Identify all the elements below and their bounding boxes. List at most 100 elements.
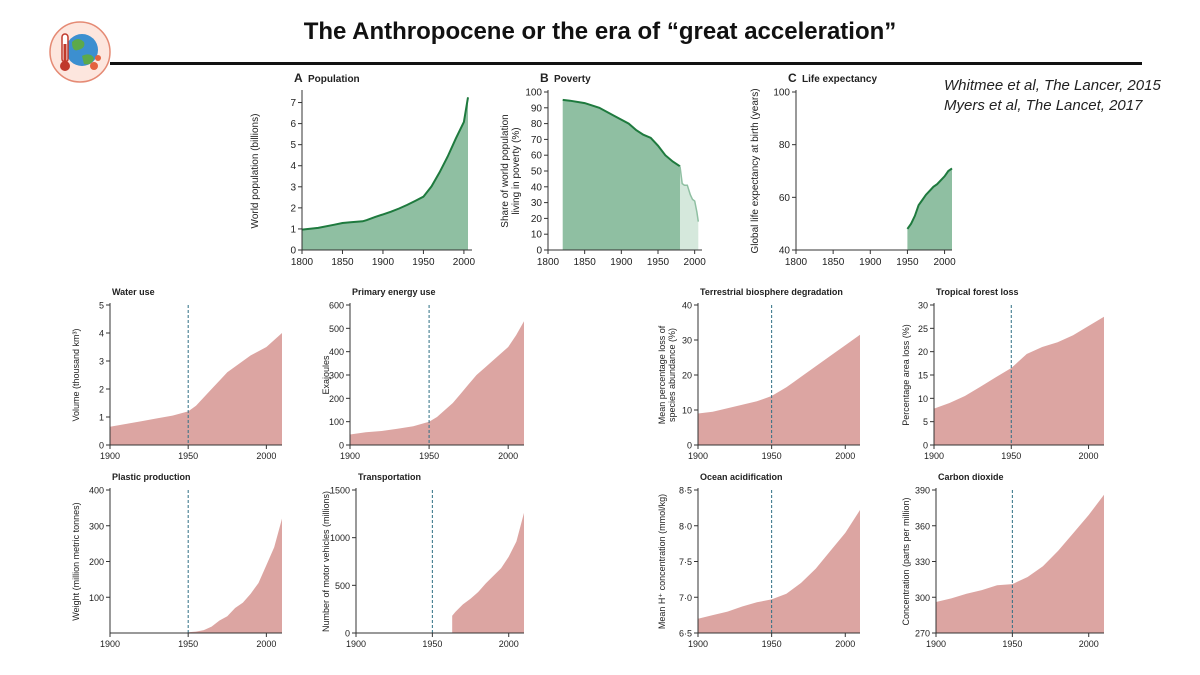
y-tick-label: 60: [779, 193, 791, 204]
y-axis-label: Mean H⁺ concentration (mmol/kg): [657, 494, 667, 629]
x-tick-label: 1900: [924, 451, 944, 461]
x-tick-label: 2000: [1079, 639, 1099, 649]
panel-title: Tropical forest loss: [936, 287, 1019, 297]
y-tick-label: 1000: [330, 533, 350, 543]
y-axis-label: Exajoules: [321, 355, 331, 395]
y-tick-label: 7: [290, 98, 296, 109]
series-line: [301, 97, 469, 231]
chart-ocean-acidification: 6·5 7·0 7·5 8·0 8·5 1900 1950 2000 Ocean acidifi…: [657, 472, 860, 649]
y-axis-label: living in poverty (%): [511, 127, 522, 214]
y-tick-label: 8·0: [679, 521, 692, 531]
y-tick-label: 5: [99, 301, 104, 311]
y-axis-label: species abundance (%): [667, 328, 677, 422]
reference-1: Whitmee et al, The Lancer, 2015: [944, 77, 1161, 94]
panel-title: Water use: [112, 287, 155, 297]
chart-water-use: 0 1 2 3 4 5 1900 1950 2000 Water use Volume (thous…: [71, 287, 282, 461]
y-tick-label: 100: [773, 88, 790, 99]
series-area-1: [562, 99, 680, 251]
y-tick-label: 0: [536, 246, 542, 257]
panel-title: Terrestrial biosphere degradation: [700, 287, 843, 297]
panel-title: Carbon dioxide: [938, 472, 1004, 482]
chart-plastic-production: 100 200 300 400 1900 1950 2000 Plastic producti…: [71, 472, 282, 649]
y-tick-label: 7·5: [679, 557, 692, 567]
y-tick-label: 20: [531, 214, 543, 225]
y-tick-label: 2: [290, 203, 296, 214]
page-title: The Anthropocene or the era of “great ac…: [303, 18, 897, 45]
chart-terrestrial-biosphere: 0 10 20 30 40 1900 1950 2000 Terrestrial biosphe…: [657, 287, 860, 461]
x-tick-label: 1900: [859, 257, 882, 268]
series-area-2: [680, 166, 699, 250]
panel-title: Primary energy use: [352, 287, 436, 297]
y-tick-label: 30: [531, 198, 543, 209]
y-tick-label: 100: [525, 88, 542, 99]
y-tick-label: 400: [329, 347, 344, 357]
y-axis-label: Volume (thousand km³): [71, 328, 81, 421]
x-tick-label: 1950: [896, 257, 919, 268]
y-tick-label: 300: [915, 593, 930, 603]
y-tick-label: 400: [89, 486, 104, 496]
y-tick-label: 10: [682, 406, 692, 416]
chart-carbon-dioxide: 270 300 330 360 390 1900 1950 2000 Carbon dioxid…: [901, 472, 1104, 649]
y-tick-label: 6: [290, 119, 296, 130]
series-line-2: [679, 166, 700, 222]
y-tick-label: 0: [687, 441, 692, 451]
y-tick-label: 40: [531, 182, 543, 193]
chart-poverty: 0 10 20 30 40 50 60 70 80 90 100 1800 1850 1900 1950 20…: [500, 71, 707, 268]
x-tick-label: 2000: [498, 451, 518, 461]
x-tick-label: 2000: [256, 451, 276, 461]
y-tick-label: 0: [290, 246, 296, 257]
x-tick-label: 1800: [537, 257, 560, 268]
y-tick-label: 0: [99, 441, 104, 451]
x-tick-label: 1950: [762, 451, 782, 461]
x-tick-label: 2000: [453, 257, 476, 268]
x-tick-label: 2000: [1079, 451, 1099, 461]
y-tick-label: 40: [779, 246, 791, 257]
y-tick-label: 0: [923, 441, 928, 451]
planet-thermometer-logo: [49, 21, 111, 83]
y-tick-label: 80: [779, 140, 791, 151]
chart-transportation: 0 500 1000 1500 1900 1950 2000 Transportation Nu…: [321, 472, 524, 649]
series-area: [350, 321, 524, 445]
y-tick-label: 3: [99, 357, 104, 367]
x-tick-label: 2000: [499, 639, 519, 649]
y-tick-label: 100: [89, 593, 104, 603]
y-tick-label: 1: [290, 224, 296, 235]
y-tick-label: 30: [682, 336, 692, 346]
chart-primary-energy-use: 0 100 200 300 400 500 600 1900 1950 2000 Primary e…: [321, 287, 524, 461]
y-tick-label: 4: [99, 329, 104, 339]
x-tick-label: 1950: [412, 257, 435, 268]
y-tick-label: 2: [99, 385, 104, 395]
x-tick-label: 2000: [835, 451, 855, 461]
x-tick-label: 1800: [785, 257, 808, 268]
x-tick-label: 1850: [331, 257, 354, 268]
y-tick-label: 600: [329, 301, 344, 311]
references: Whitmee et al, The Lancer, 2015 Myers et…: [944, 76, 1161, 116]
series-line: [906, 167, 953, 230]
x-tick-label: 1950: [178, 639, 198, 649]
x-tick-label: 1900: [346, 639, 366, 649]
x-tick-label: 2000: [835, 639, 855, 649]
y-tick-label: 15: [918, 371, 928, 381]
y-tick-label: 330: [915, 557, 930, 567]
x-tick-label: 1950: [178, 451, 198, 461]
y-tick-label: 25: [918, 324, 928, 334]
x-tick-label: 2000: [933, 257, 956, 268]
series-area: [936, 494, 1104, 633]
series-area: [188, 518, 282, 633]
x-tick-label: 2000: [684, 257, 707, 268]
y-axis-label: Share of world population: [500, 114, 511, 227]
x-tick-label: 1850: [822, 257, 845, 268]
chart-population: 0 1 2 3 4 5 6 7 1800 1850 1900 1950 2000 A Population W…: [250, 71, 476, 268]
y-tick-label: 3: [290, 182, 296, 193]
y-tick-label: 0: [345, 629, 350, 639]
chart-life-expectancy: 40 60 80 100 1800 1850 1900 1950 2000 C Life expec…: [750, 71, 956, 268]
y-axis-label: Percentage area loss (%): [901, 324, 911, 426]
y-tick-label: 4: [290, 161, 296, 172]
series-line-1: [562, 98, 681, 168]
y-tick-label: 80: [531, 119, 543, 130]
panel-title: Ocean acidification: [700, 472, 783, 482]
x-tick-label: 1900: [100, 639, 120, 649]
x-tick-label: 1850: [574, 257, 597, 268]
x-tick-label: 1900: [688, 639, 708, 649]
x-tick-label: 1900: [100, 451, 120, 461]
